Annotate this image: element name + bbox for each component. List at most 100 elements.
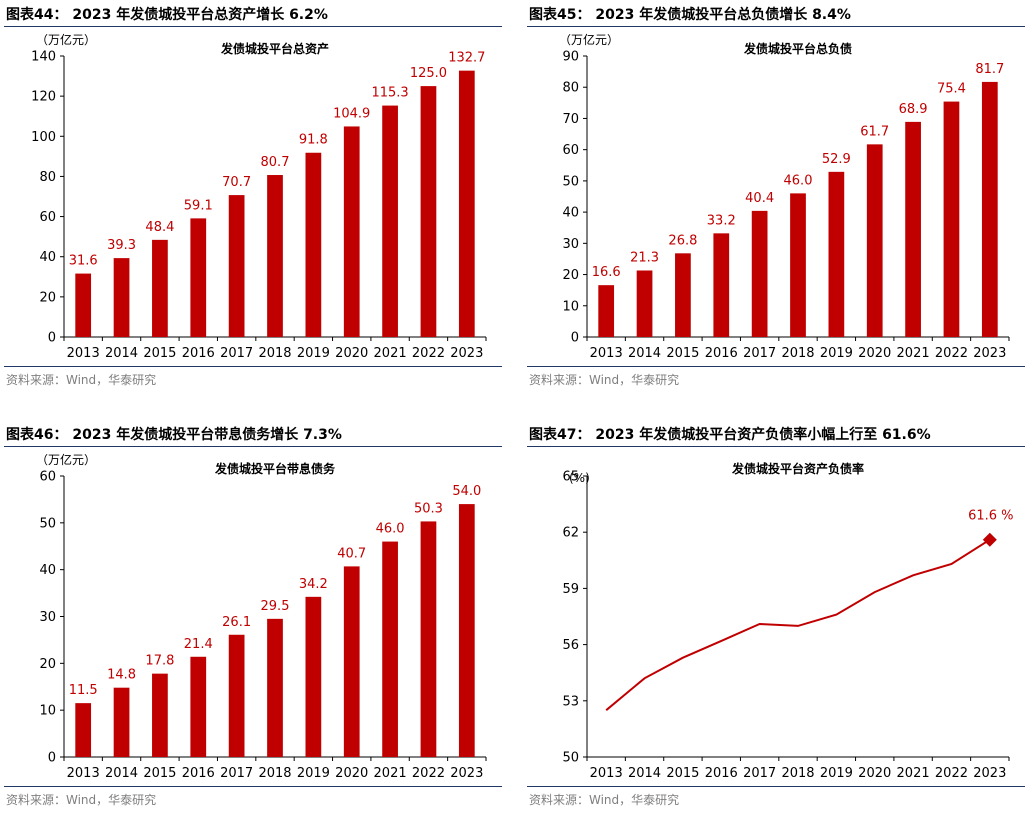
bar: [305, 596, 322, 757]
x-tick-label: 2020: [858, 346, 891, 361]
y-tick-label: 50: [562, 751, 579, 766]
bar: [828, 171, 845, 337]
title-divider: [527, 446, 1025, 447]
y-tick-label: 62: [562, 526, 579, 541]
x-tick-label: 2017: [220, 346, 253, 361]
data-label: 16.6: [592, 265, 621, 280]
y-tick-label: 20: [39, 290, 56, 305]
x-tick-label: 2016: [705, 346, 738, 361]
source-note: 资料来源：Wind，华泰研究: [529, 373, 680, 387]
bar: [152, 239, 168, 337]
interest-bearing-debt-bar-chart: 发债城投平台带息债务 （万亿元） 0 10 20 30 40 50 60 2013 2014 2015…: [36, 452, 487, 781]
x-tick-label: 2019: [820, 346, 853, 361]
y-tick-label: 59: [562, 582, 579, 597]
x-tick-label: 2016: [705, 766, 738, 781]
bar: [75, 703, 92, 757]
y-tick-label: 80: [39, 170, 56, 185]
data-label: 26.1: [222, 615, 251, 630]
y-tick-label: 70: [562, 112, 579, 127]
data-label: 48.4: [145, 220, 174, 235]
figure-title: 图表46： 2023 年发债城投平台带息债务增长 7.3%: [6, 427, 342, 443]
bar: [267, 175, 283, 337]
x-tick-label: 2014: [628, 346, 661, 361]
x-tick-label: 2022: [412, 346, 445, 361]
x-tick-label: 2017: [743, 766, 776, 781]
end-point-label: 61.6 %: [968, 509, 1013, 524]
y-tick-label: 60: [562, 143, 579, 158]
unit-label: (%): [569, 471, 590, 485]
y-tick-label: 80: [562, 81, 579, 96]
x-tick-label: 2017: [220, 766, 253, 781]
x-tick-label: 2014: [105, 346, 138, 361]
x-tick-label: 2023: [973, 346, 1006, 361]
bar: [190, 218, 207, 337]
x-tick-label: 2016: [182, 346, 215, 361]
total-liabilities-bar-chart: 发债城投平台总负债 （万亿元） 0 10 20 30 40 50 60 70 80 90 2013 201…: [559, 32, 1010, 361]
bar: [981, 81, 998, 337]
source-note: 资料来源：Wind，华泰研究: [6, 793, 157, 807]
source-divider: [4, 366, 502, 367]
figure-title: 图表45： 2023 年发债城投平台总负债增长 8.4%: [529, 7, 851, 23]
x-tick-label: 2018: [258, 346, 291, 361]
x-tick-label: 2013: [590, 346, 623, 361]
y-tick-label: 50: [39, 516, 56, 531]
y-tick-label: 90: [562, 50, 579, 65]
x-tick-label: 2019: [297, 346, 330, 361]
title-divider: [4, 26, 502, 27]
x-tick-label: 2014: [105, 766, 138, 781]
bar: [267, 618, 283, 757]
data-label: 34.2: [299, 577, 328, 592]
x-tick-label: 2016: [182, 766, 215, 781]
bar: [382, 105, 398, 337]
data-label: 29.5: [261, 599, 290, 614]
data-label: 52.9: [822, 152, 851, 167]
y-tick-label: 140: [31, 50, 56, 65]
x-tick-label: 2015: [143, 346, 176, 361]
y-tick-label: 60: [39, 210, 56, 225]
chart-title: 发债城投平台总资产: [220, 41, 329, 56]
bar: [305, 152, 322, 337]
source-note: 资料来源：Wind，华泰研究: [6, 373, 157, 387]
x-tick-label: 2021: [897, 346, 930, 361]
data-label: 54.0: [452, 484, 481, 499]
data-label: 21.4: [184, 637, 213, 652]
unit-label: （万亿元）: [36, 32, 96, 47]
y-tick-label: 40: [39, 250, 56, 265]
x-tick-label: 2021: [374, 766, 407, 781]
chart-title: 发债城投平台资产负债率: [731, 461, 864, 476]
panel-total-liabilities: 图表45： 2023 年发债城投平台总负债增长 8.4% 发债城投平台总负债 （万…: [527, 0, 1027, 400]
x-tick-label: 2021: [374, 346, 407, 361]
bar: [113, 687, 130, 757]
figure-title: 图表47： 2023 年发债城投平台资产负债率小幅上行至 61.6%: [529, 427, 931, 443]
y-tick-label: 53: [562, 694, 579, 709]
data-label: 80.7: [261, 155, 290, 170]
x-tick-label: 2018: [781, 766, 814, 781]
data-label: 81.7: [975, 62, 1004, 77]
bar: [751, 210, 768, 337]
x-tick-label: 2022: [935, 346, 968, 361]
series-line: [605, 538, 991, 711]
data-label: 33.2: [707, 213, 736, 228]
data-label: 11.5: [69, 683, 98, 698]
data-label: 14.8: [107, 668, 136, 683]
bar: [420, 86, 437, 337]
x-tick-label: 2018: [781, 346, 814, 361]
data-label: 40.4: [745, 191, 774, 206]
x-tick-label: 2020: [335, 346, 368, 361]
chart-title: 发债城投平台总负债: [743, 41, 852, 56]
bar: [190, 656, 207, 757]
x-tick-label: 2014: [628, 766, 661, 781]
title-divider: [4, 446, 502, 447]
bar: [598, 285, 615, 337]
y-tick-label: 50: [562, 174, 579, 189]
y-tick-label: 40: [39, 563, 56, 578]
x-tick-label: 2019: [297, 766, 330, 781]
x-tick-label: 2013: [67, 766, 100, 781]
data-label: 132.7: [448, 51, 485, 66]
data-label: 104.9: [333, 106, 370, 121]
y-tick-label: 65: [562, 470, 579, 485]
x-tick-label: 2020: [335, 766, 368, 781]
panel-interest-bearing-debt: 图表46： 2023 年发债城投平台带息债务增长 7.3% 发债城投平台带息债务…: [4, 420, 504, 820]
bar: [458, 504, 475, 757]
x-tick-label: 2023: [450, 766, 483, 781]
